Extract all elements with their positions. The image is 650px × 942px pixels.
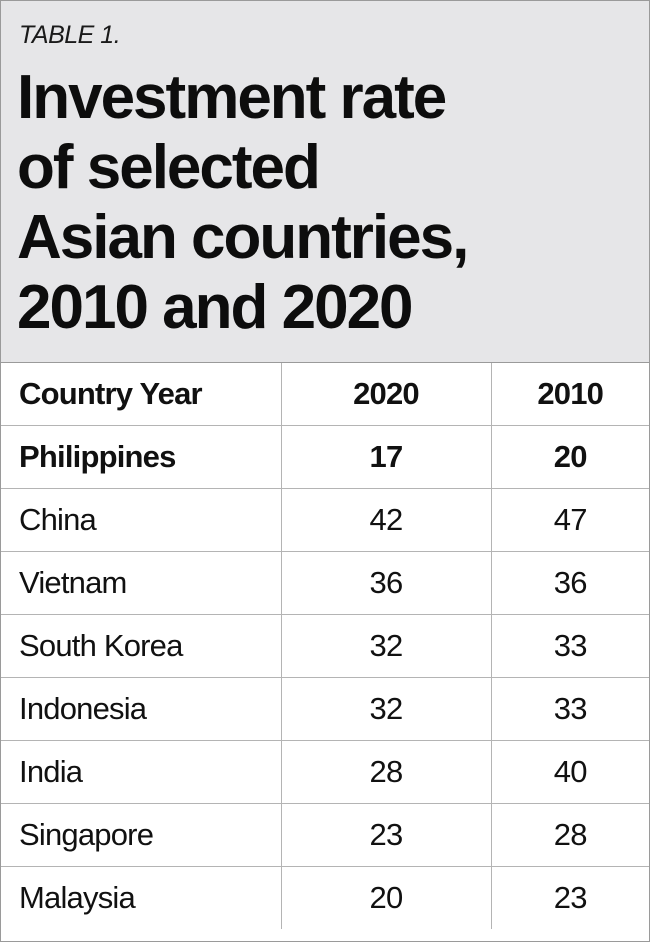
row-2010-cell: 33 xyxy=(491,614,649,678)
table-row: Malaysia 20 23 xyxy=(1,866,649,929)
column-header-2020: 2020 xyxy=(281,363,492,426)
table-row: South Korea 32 33 xyxy=(1,614,649,678)
table-label: TABLE 1. xyxy=(19,21,121,49)
row-2010-cell: 36 xyxy=(491,551,649,615)
row-2020-cell: 20 xyxy=(281,866,492,929)
title-line-3: Asian countries, xyxy=(17,203,469,272)
column-header-country: Country Year xyxy=(1,363,282,426)
row-2010-cell: 33 xyxy=(491,677,649,741)
table-header-row: Country Year 2020 2010 xyxy=(1,363,649,426)
title-line-2: of selected xyxy=(17,133,321,202)
table-title: Investment rate of selected Asian countr… xyxy=(17,63,637,343)
row-country-cell: Vietnam xyxy=(1,551,282,615)
row-2020-cell: 28 xyxy=(281,740,492,804)
row-2020-cell: 23 xyxy=(281,803,492,867)
row-2010-cell: 47 xyxy=(491,488,649,552)
table-row: India 28 40 xyxy=(1,740,649,804)
row-country-cell: South Korea xyxy=(1,614,282,678)
title-line-1: Investment rate xyxy=(17,63,447,132)
row-2020-cell: 17 xyxy=(281,425,492,489)
row-2010-cell: 40 xyxy=(491,740,649,804)
row-2010-cell: 23 xyxy=(553,880,588,915)
data-table: Country Year 2020 2010 Philippines 17 20 Ch… xyxy=(1,363,649,929)
row-2010-cell: 28 xyxy=(491,803,649,867)
table-header: TABLE 1. Investment rate of selected Asi… xyxy=(1,1,649,363)
row-country-cell: China xyxy=(1,488,282,552)
row-country-cell: Indonesia xyxy=(1,677,282,741)
row-country-cell: Singapore xyxy=(1,803,282,867)
row-country-cell: Malaysia xyxy=(1,866,282,929)
row-2020-cell: 36 xyxy=(281,551,492,615)
row-country-cell: India xyxy=(1,740,282,804)
column-header-2010: 2010 xyxy=(491,363,649,426)
table-row: Vietnam 36 36 xyxy=(1,551,649,615)
row-2020-cell: 32 xyxy=(281,677,492,741)
row-2020-cell: 32 xyxy=(281,614,492,678)
title-line-4: 2010 and 2020 xyxy=(17,273,414,342)
row-country-cell: Philippines xyxy=(1,425,282,489)
table-row: China 42 47 xyxy=(1,488,649,552)
row-2010-cell: 20 xyxy=(491,425,649,489)
table-row: Indonesia 32 33 xyxy=(1,677,649,741)
row-2020-cell: 42 xyxy=(281,488,492,552)
table-row: Singapore 23 28 xyxy=(1,803,649,867)
table-row: Philippines 17 20 xyxy=(1,425,649,489)
